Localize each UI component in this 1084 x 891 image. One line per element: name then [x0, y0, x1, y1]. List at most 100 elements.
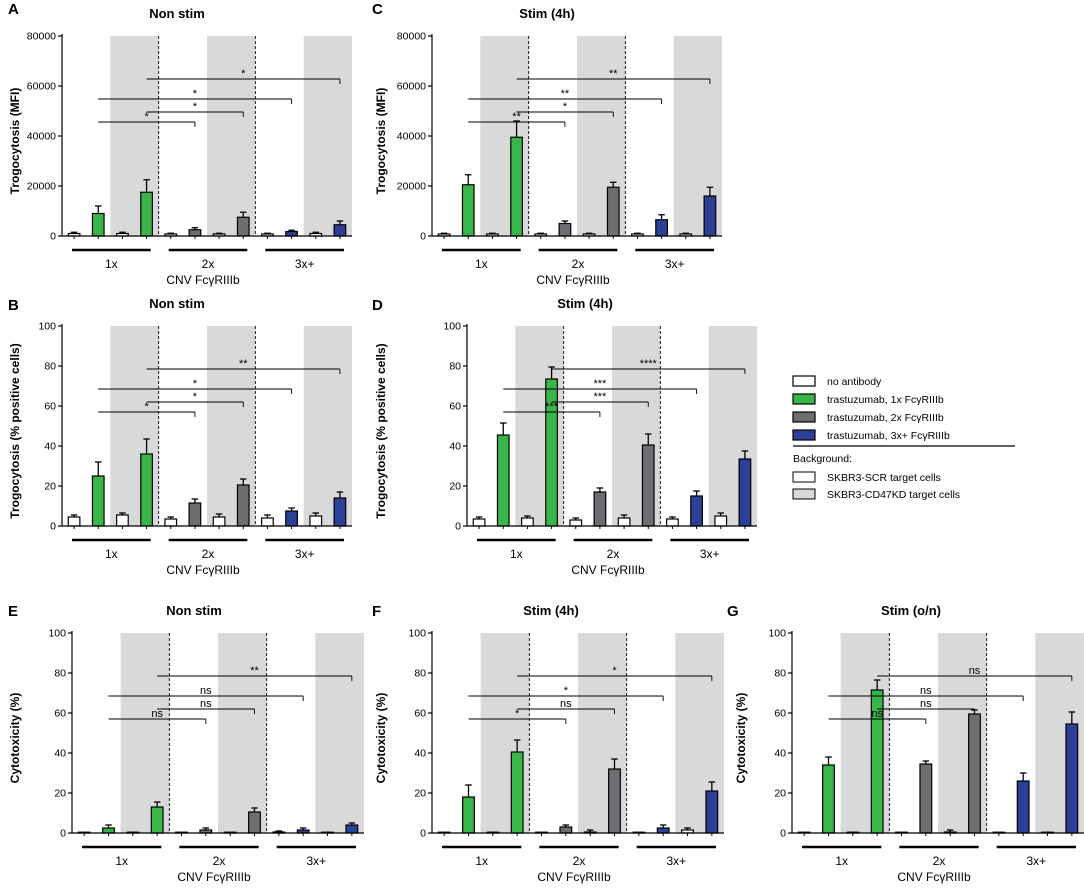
panel-label: F: [372, 603, 381, 620]
panel-label: G: [727, 603, 739, 620]
y-axis-title: Cytotoxicity (%): [8, 693, 22, 784]
bar: [919, 763, 933, 834]
significance-label: **: [239, 358, 248, 370]
panel-label: A: [8, 1, 19, 18]
significance-label: **: [609, 68, 618, 80]
bar: [666, 518, 679, 527]
significance-label: **: [561, 88, 570, 100]
bar: [261, 517, 274, 527]
significance-label: *: [193, 101, 198, 113]
legend-background-label: SKBR3-CD47KD target cells: [827, 489, 960, 501]
group-label: 2x: [607, 547, 620, 561]
group-label: 1x: [105, 257, 118, 271]
group-label: 3x+: [666, 854, 686, 868]
legend-swatch: [792, 411, 816, 423]
panel-title: Stim (4h): [523, 603, 579, 618]
group-label: 3x+: [700, 547, 720, 561]
significance-label: *: [144, 401, 149, 413]
legend-label: trastuzumab, 1x FcγRIIIb: [827, 394, 944, 406]
legend-background-swatch: [792, 488, 816, 500]
y-tick-label: 60000: [27, 81, 56, 93]
bar: [559, 826, 573, 834]
panel-C: 0 20000 40000 60000 80000 1x 2x 3x+ CNV FcγRIIIb…: [372, 1, 722, 287]
panel-label: D: [372, 297, 383, 314]
significance-label: *: [563, 101, 568, 113]
bar: [333, 224, 347, 237]
bar: [333, 497, 347, 527]
y-tick-label: 60: [44, 401, 56, 413]
bar: [345, 824, 359, 834]
background-band: [303, 36, 352, 236]
bar: [656, 827, 670, 834]
y-tick-label: 0: [420, 231, 426, 243]
significance-label: ns: [560, 698, 572, 710]
legend-background-label: SKBR3-SCR target cells: [827, 472, 941, 484]
significance-label: ns: [200, 685, 212, 697]
y-tick-label: 0: [420, 828, 426, 840]
y-tick-label: 0: [455, 521, 461, 533]
y-tick-label: 40: [774, 748, 786, 760]
group-label: 1x: [115, 854, 128, 868]
group-label: 2x: [933, 854, 946, 868]
group-label: 3x+: [306, 854, 326, 868]
significance-label: *: [564, 685, 569, 697]
y-tick-label: 40000: [27, 131, 56, 143]
bar: [968, 713, 981, 834]
y-axis-title: Trogocytosis (MFI): [374, 88, 388, 195]
bar: [496, 434, 510, 527]
bar: [91, 475, 105, 527]
significance-label: ns: [920, 685, 932, 697]
legend: no antibody trastuzumab, 1x FcγRIIIb trast…: [792, 375, 1015, 501]
bar: [1016, 780, 1030, 834]
bar: [714, 515, 728, 527]
bar: [236, 216, 250, 237]
bar: [212, 516, 226, 527]
group-label: 3x+: [295, 257, 315, 271]
y-tick-label: 40: [449, 441, 461, 453]
bar: [655, 219, 668, 237]
y-tick-label: 80: [449, 361, 461, 373]
group-label: 2x: [202, 547, 215, 561]
x-axis-label: CNV FcγRIIIb: [537, 870, 611, 884]
significance-label: *: [241, 68, 246, 80]
bar: [822, 764, 835, 834]
bar: [558, 222, 572, 237]
panel-title: Stim (4h): [557, 296, 613, 311]
y-tick-label: 40: [44, 441, 56, 453]
group-label: 3x+: [295, 547, 315, 561]
y-tick-label: 60: [54, 708, 66, 720]
y-tick-label: 60: [449, 401, 461, 413]
significance-label: ns: [151, 708, 163, 720]
x-axis-label: CNV FcγRIIIb: [571, 563, 645, 577]
x-axis-label: CNV FcγRIIIb: [177, 870, 251, 884]
bar: [510, 751, 524, 834]
y-axis-title: Trogocytosis (% positive cells): [374, 343, 388, 518]
legend-background-title: Background:: [793, 453, 852, 465]
panel-title: Non stim: [149, 6, 205, 21]
legend-background-swatch: [792, 471, 816, 483]
bar: [285, 230, 298, 237]
bar: [703, 195, 717, 237]
panel-A: 0 20000 40000 60000 80000 1x 2x 3x+ CNV FcγRIIIb…: [8, 1, 352, 287]
y-tick-label: 60: [774, 708, 786, 720]
bar: [140, 453, 153, 527]
background-band: [120, 633, 170, 833]
significance-label: *: [193, 88, 198, 100]
group-label: 1x: [105, 547, 118, 561]
y-tick-label: 0: [50, 521, 56, 533]
y-axis-title: Trogocytosis (% positive cells): [8, 343, 22, 518]
panel-title: Stim (o/n): [881, 603, 941, 618]
y-tick-label: 80: [774, 668, 786, 680]
bar: [472, 518, 486, 527]
bar: [569, 519, 583, 527]
significance-label: *: [515, 708, 520, 720]
bar: [285, 510, 298, 527]
significance-label: ns: [200, 698, 212, 710]
y-tick-label: 20000: [27, 181, 56, 193]
legend-label: trastuzumab, 2x FcγRIIIb: [827, 412, 944, 424]
significance-label: ***: [593, 378, 607, 390]
background-band: [315, 633, 364, 833]
